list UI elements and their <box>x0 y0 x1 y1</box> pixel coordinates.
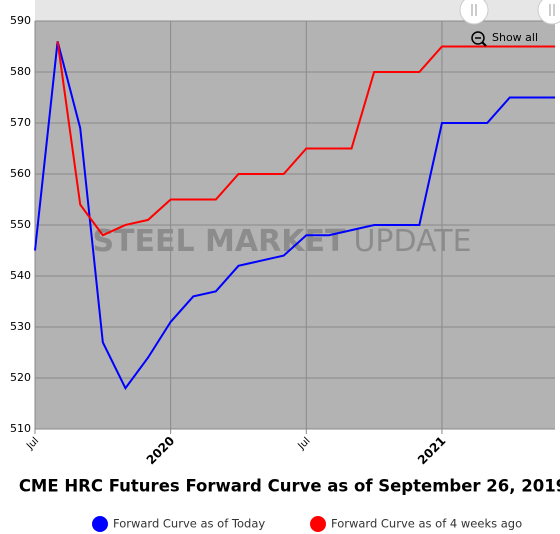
series-line <box>56 41 555 237</box>
navigator-strip <box>35 0 555 21</box>
y-tick-label: 590 <box>10 14 31 27</box>
y-tick-label: 580 <box>10 65 31 78</box>
legend-marker <box>92 516 108 532</box>
series-line <box>34 41 555 391</box>
y-tick-label: 510 <box>10 422 31 435</box>
legend-label: Forward Curve as of 4 weeks ago <box>331 517 522 531</box>
y-tick-label: 530 <box>10 320 31 333</box>
x-tick-label: Jul <box>296 435 313 452</box>
y-tick-label: 550 <box>10 218 31 231</box>
legend-marker <box>310 516 326 532</box>
y-tick-label: 540 <box>10 269 31 282</box>
x-tick-label: 2021 <box>415 434 449 468</box>
show-all-label[interactable]: Show all <box>492 31 538 44</box>
show-all-button[interactable]: Show all <box>471 31 538 47</box>
watermark: STEEL MARKET UPDATE <box>92 224 471 259</box>
range-handle[interactable] <box>459 0 489 25</box>
watermark-logo: STEEL MARKET UPDATE <box>92 200 472 280</box>
y-tick-label: 560 <box>10 167 31 180</box>
y-tick-label: 520 <box>10 371 31 384</box>
y-tick-label: 570 <box>10 116 31 129</box>
x-tick-label: 2020 <box>144 434 178 468</box>
chart-title: CME HRC Futures Forward Curve as of Sept… <box>19 477 560 496</box>
range-handle[interactable] <box>537 0 560 25</box>
legend-label: Forward Curve as of Today <box>113 517 265 531</box>
zoom-handles[interactable] <box>459 0 560 25</box>
x-tick-label: Jul <box>24 435 41 452</box>
